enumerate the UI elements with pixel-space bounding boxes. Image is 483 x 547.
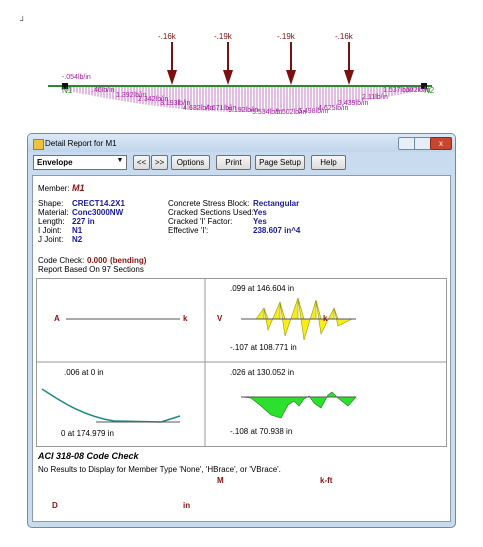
toolbar-button[interactable]: << — [133, 155, 150, 170]
load-value-label: 2.11lb/in — [362, 94, 388, 101]
diagram-left-label: D — [52, 501, 58, 510]
load-value-label: 5.502lb/in — [276, 109, 306, 116]
load-value-label: 4.625lb/in — [318, 105, 348, 112]
member-value: M1 — [72, 183, 85, 193]
property-label: Cracked Sections Used: — [168, 208, 254, 217]
dropdown-value: Envelope — [37, 158, 73, 167]
diagram-left-label: V — [217, 314, 223, 323]
beam-view: ┘ N1 N2 -.16k -.19k -.19k -.16k -.054lb/in.46l… — [19, 15, 435, 116]
section-message: No Results to Display for Member Type 'N… — [38, 465, 281, 474]
diagram-right-label: in — [183, 501, 191, 510]
property-value: Yes — [253, 217, 267, 226]
load-label: -.19k — [277, 32, 296, 41]
node — [421, 83, 427, 89]
property-label: J Joint: — [38, 235, 64, 244]
property-value: 238.607 in^4 — [253, 226, 301, 235]
property-label: Cracked 'I' Factor: — [168, 217, 233, 226]
title-bar — [28, 134, 455, 152]
window-title: Detail Report for M1 — [45, 139, 117, 148]
property-value: CRECT14.2X1 — [72, 199, 125, 208]
cursor-mark: ┘ — [19, 15, 26, 25]
toolbar-button[interactable]: Help — [311, 155, 346, 170]
window-icon — [33, 139, 44, 150]
diagram-min: 0 at 174.979 in — [61, 429, 114, 438]
diagram-right-label: k-ft — [320, 476, 333, 485]
load-value-label: .46lb/in — [92, 87, 115, 94]
diagram-min: -.108 at 70.938 in — [230, 427, 293, 436]
property-label: Concrete Stress Block: — [168, 199, 250, 208]
diagram-left-label: M — [217, 476, 224, 485]
code-check-value: 0.000 — [87, 256, 108, 265]
load-value-label: 4.671lb/in — [206, 105, 236, 112]
diagram-left-label: A — [54, 314, 60, 323]
code-check-note: (bending) — [110, 256, 147, 265]
load-value-label: 2.342lb/in — [138, 96, 168, 103]
load-value-label: 1.392lb/in — [116, 92, 146, 99]
property-label: I Joint: — [38, 226, 62, 235]
diagram-right-label: k — [323, 314, 328, 323]
node-label: N1 — [62, 86, 73, 95]
diagram-max: .006 at 0 in — [64, 368, 104, 377]
member-label: Member: — [38, 184, 70, 193]
load-value-label: 3.439lb/in — [338, 100, 368, 107]
load-value-label: 4.632lb/in — [183, 105, 213, 112]
property-value: Rectangular — [253, 199, 300, 208]
property-label: Length: — [38, 217, 65, 226]
load-arrowhead — [286, 70, 296, 85]
load-value-label: 3.193lb/in — [160, 100, 190, 107]
load-value-label: -.054lb/in — [62, 74, 91, 81]
property-value: Conc3000NW — [72, 208, 124, 217]
load-label: -.19k — [214, 32, 233, 41]
load-value-label: 5.192lb/in — [228, 107, 258, 114]
property-label: Effective 'I': — [168, 226, 209, 235]
diagram-max: .099 at 146.604 in — [230, 284, 295, 293]
property-value: 227 in — [72, 217, 95, 226]
close-button[interactable]: x — [430, 137, 452, 150]
code-check-label: Code Check: — [38, 256, 85, 265]
diagram-right-label: k — [183, 314, 188, 323]
load-value-label: 5.498lb/in — [298, 108, 328, 115]
toolbar-button[interactable]: >> — [151, 155, 168, 170]
dropdown[interactable]: Envelope ▼ — [33, 155, 127, 170]
property-value: N2 — [72, 235, 83, 244]
load-value-label: 5.534lb/in — [252, 109, 282, 116]
diagram-min: -.107 at 108.771 in — [230, 343, 297, 352]
toolbar-button[interactable]: Print — [216, 155, 251, 170]
load-label: -.16k — [335, 32, 354, 41]
load-value-label: .572lb/in — [404, 87, 431, 94]
load-arrowhead — [344, 70, 354, 85]
property-label: Shape: — [38, 199, 64, 208]
node-label: N2 — [424, 86, 435, 95]
property-value: Yes — [253, 208, 267, 217]
diagrams — [36, 278, 447, 447]
property-value: N1 — [72, 226, 83, 235]
load-arrowhead — [167, 70, 177, 85]
toolbar-button[interactable]: Page Setup — [255, 155, 305, 170]
node — [62, 83, 68, 89]
load-value-label: 1.537lb/in — [383, 87, 413, 94]
toolbar-button[interactable]: Options — [171, 155, 210, 170]
deflection-curve — [41, 388, 181, 423]
dropdown-arrow: ▼ — [116, 157, 124, 164]
section-title: ACI 318-08 Code Check — [38, 451, 139, 461]
report-note: Report Based On 97 Sections — [38, 265, 144, 274]
load-arrowhead — [223, 70, 233, 85]
diagram-max: .026 at 130.052 in — [230, 368, 295, 377]
property-label: Material: — [38, 208, 69, 217]
load-label: -.16k — [158, 32, 177, 41]
